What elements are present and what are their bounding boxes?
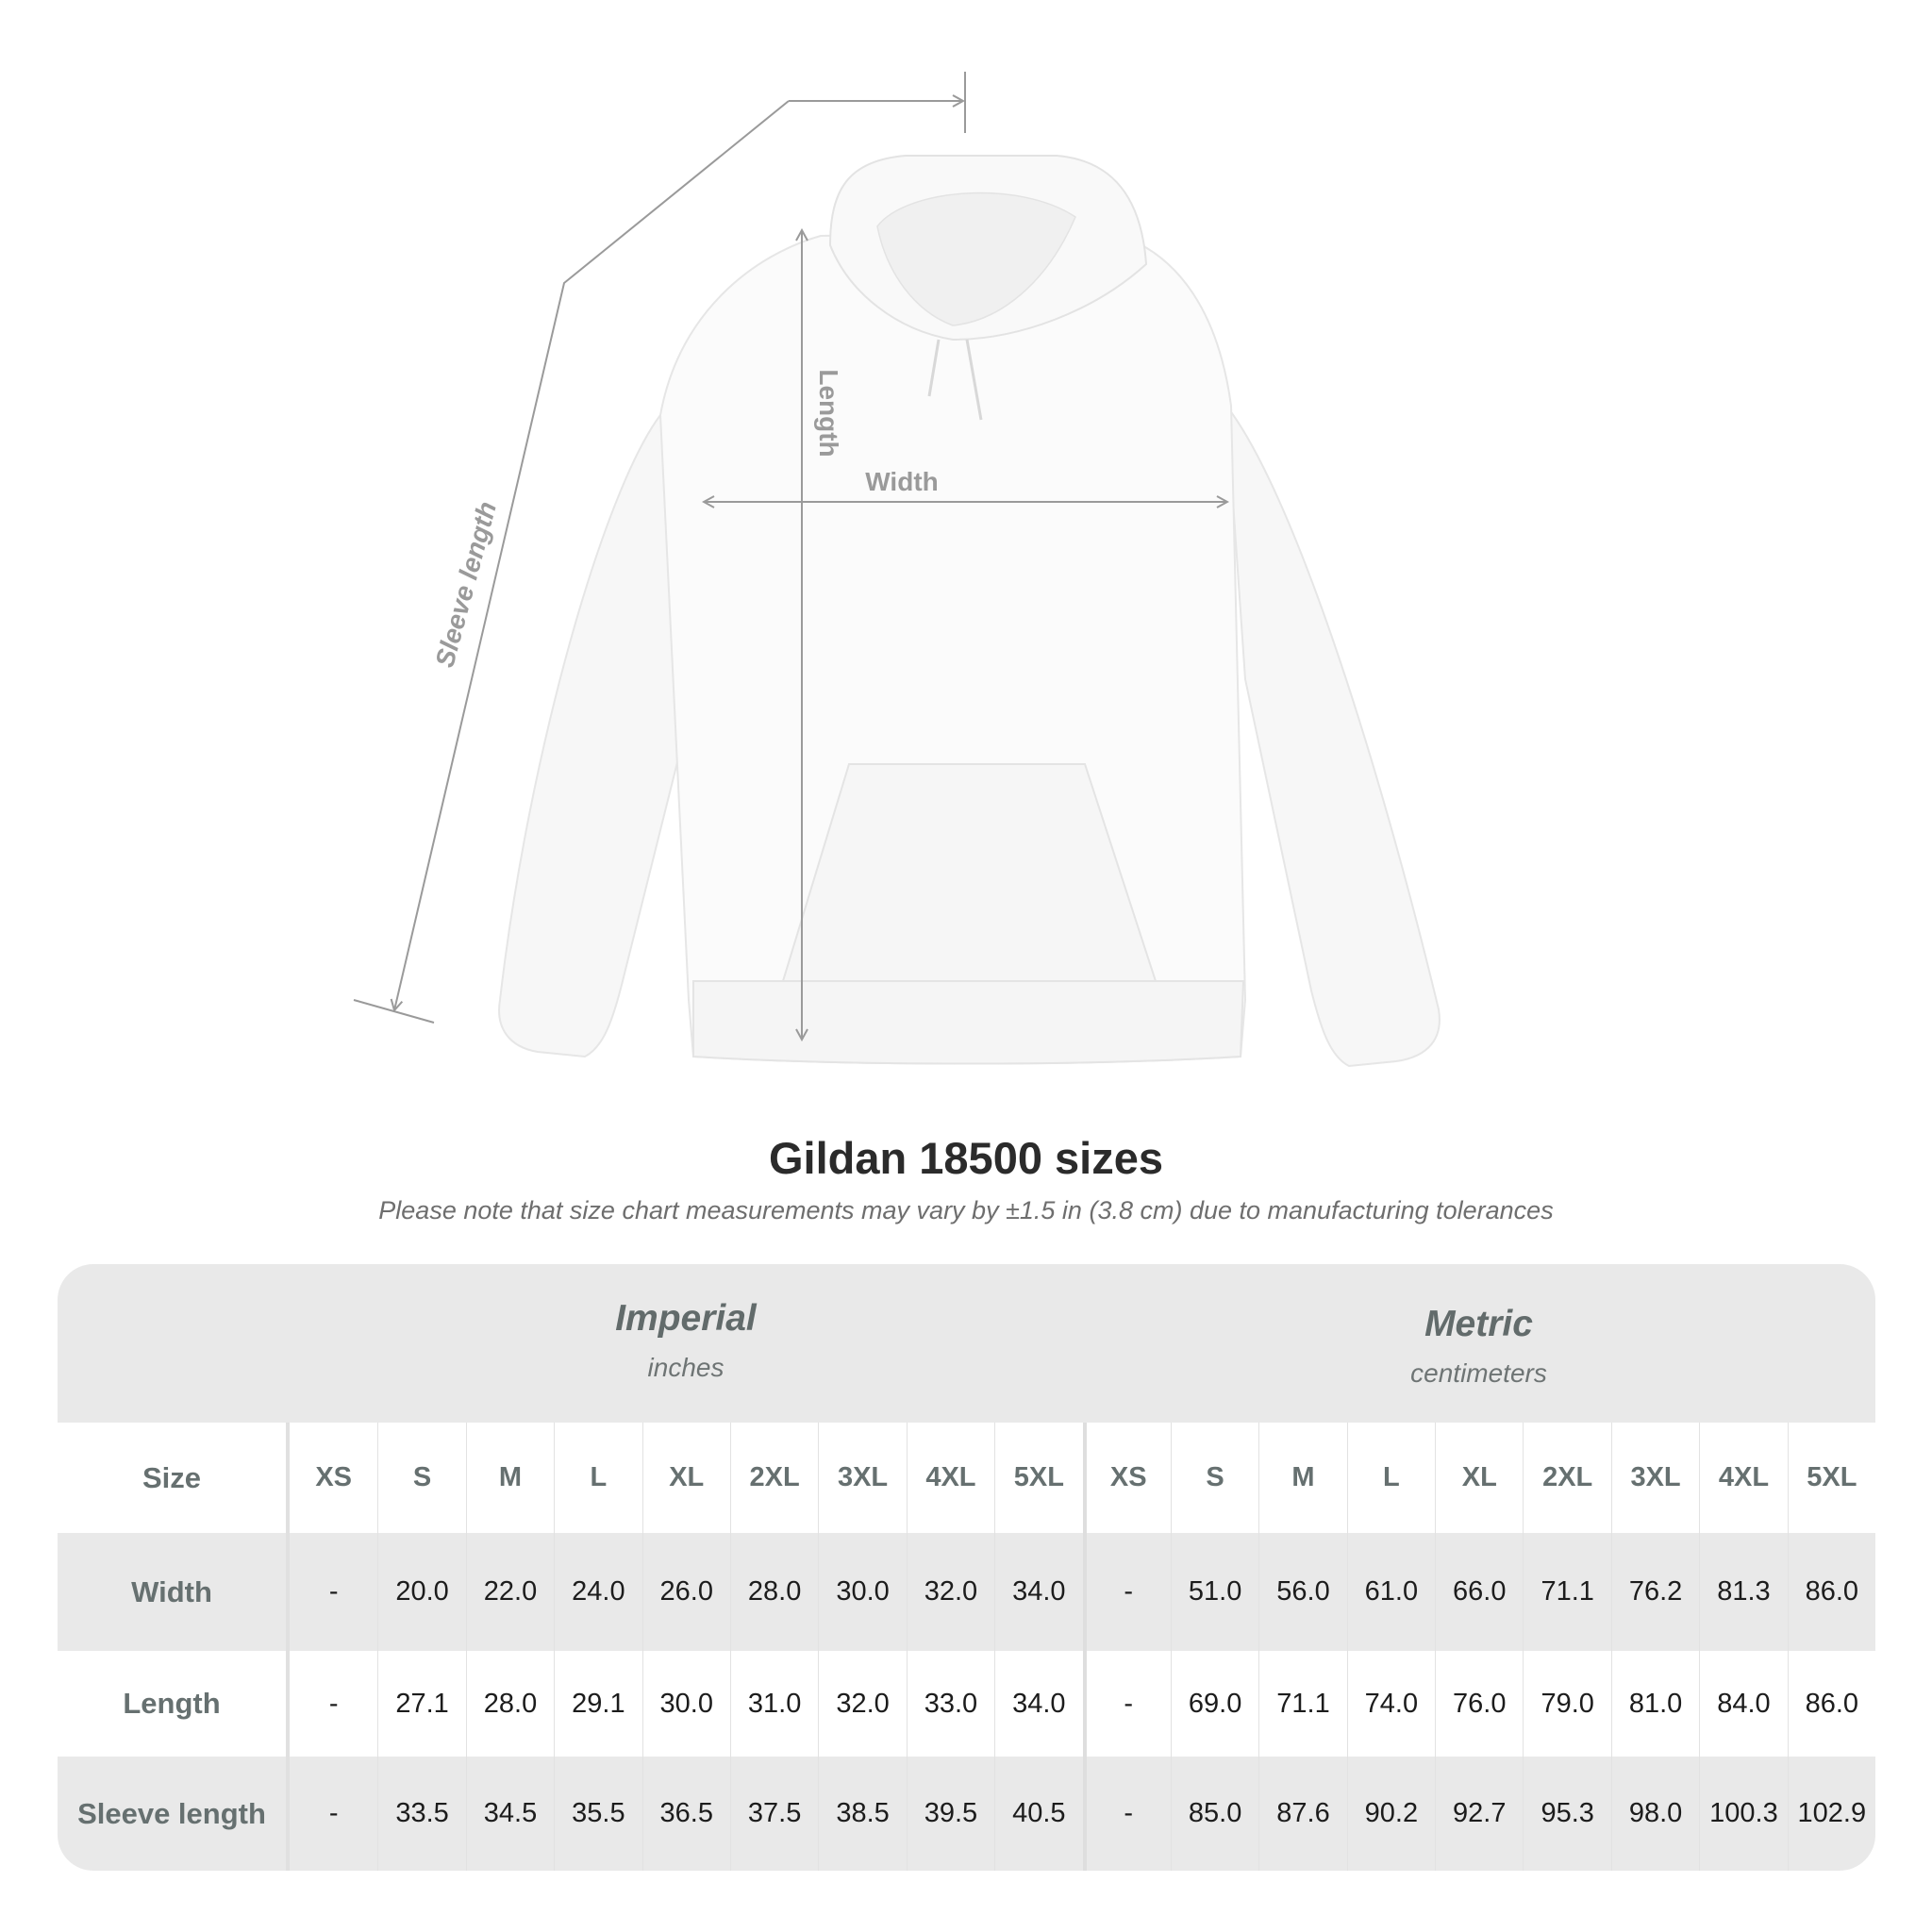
size-header-cell: 4XL bbox=[906, 1423, 994, 1533]
size-header-cell: M bbox=[1258, 1423, 1346, 1533]
table-cell: 102.9 bbox=[1787, 1757, 1875, 1871]
size-header-cell: 3XL bbox=[1610, 1423, 1699, 1533]
table-cell: 28.0 bbox=[729, 1533, 818, 1651]
table-cell: 27.1 bbox=[377, 1651, 465, 1757]
table-cell: 30.0 bbox=[818, 1533, 906, 1651]
size-header-cell: XS bbox=[315, 1462, 353, 1492]
sleeve-bottom-tick bbox=[353, 999, 435, 1024]
size-header-row: Size XS S M L XL 2XL 3XL 4XL 5XL XS S M L XL 2XL 3XL 4XL 5… bbox=[58, 1423, 1875, 1533]
table-cell: - bbox=[328, 1798, 339, 1828]
table-cell: 51.0 bbox=[1170, 1533, 1258, 1651]
table-cell: - bbox=[1082, 1651, 1171, 1757]
table-cell: 37.5 bbox=[729, 1757, 818, 1871]
table-cell: 28.0 bbox=[465, 1651, 554, 1757]
size-header-cell: M bbox=[465, 1423, 554, 1533]
size-header-cell: 5XL bbox=[1787, 1423, 1875, 1533]
row-label: Size bbox=[58, 1423, 290, 1533]
table-cell: 24.0 bbox=[554, 1533, 641, 1651]
table-cell: 39.5 bbox=[906, 1757, 994, 1871]
table-cell: 92.7 bbox=[1435, 1757, 1523, 1871]
hoodie-diagram: Sleeve length Length Width bbox=[353, 72, 1441, 1068]
table-cell: 32.0 bbox=[906, 1533, 994, 1651]
table-cell: 61.0 bbox=[1346, 1533, 1435, 1651]
size-header-cell: 4XL bbox=[1699, 1423, 1787, 1533]
table-cell: 36.5 bbox=[641, 1757, 730, 1871]
table-cell: 20.0 bbox=[377, 1533, 465, 1651]
table-cell: 56.0 bbox=[1258, 1533, 1346, 1651]
imperial-title: Imperial bbox=[615, 1298, 757, 1339]
table-cell: 84.0 bbox=[1699, 1651, 1787, 1757]
table-cell: 35.5 bbox=[554, 1757, 641, 1871]
table-cell: 87.6 bbox=[1258, 1757, 1346, 1871]
hoodie-image bbox=[498, 155, 1441, 1068]
size-header-cell: L bbox=[554, 1423, 641, 1533]
table-cell: - bbox=[328, 1688, 339, 1719]
length-label: Length bbox=[814, 369, 843, 457]
size-header-cell: XL bbox=[1435, 1423, 1523, 1533]
table-cell: 34.5 bbox=[465, 1757, 554, 1871]
sleeve-length-label: Sleeve length bbox=[429, 498, 502, 670]
size-header-cell: 5XL bbox=[994, 1423, 1082, 1533]
table-cell: 29.1 bbox=[554, 1651, 641, 1757]
size-header-cell: 3XL bbox=[818, 1423, 906, 1533]
tolerance-note: Please note that size chart measurements… bbox=[378, 1196, 1554, 1224]
row-label: Width bbox=[58, 1533, 290, 1651]
table-cell: 76.2 bbox=[1610, 1533, 1699, 1651]
table-cell: 33.5 bbox=[377, 1757, 465, 1871]
size-header-cell: 2XL bbox=[729, 1423, 818, 1533]
table-row: Length -27.1 28.0 29.1 30.0 31.0 32.0 33.0 34.0-… bbox=[58, 1651, 1875, 1757]
table-cell: 100.3 bbox=[1699, 1757, 1787, 1871]
size-header-cell: S bbox=[1170, 1423, 1258, 1533]
table-cell: 30.0 bbox=[641, 1651, 730, 1757]
measurement-lines bbox=[353, 72, 1227, 1040]
table-cell: 86.0 bbox=[1787, 1651, 1875, 1757]
table-cell: 69.0 bbox=[1170, 1651, 1258, 1757]
table-cell: 32.0 bbox=[818, 1651, 906, 1757]
table-cell: 31.0 bbox=[729, 1651, 818, 1757]
metric-header: Metric centimeters bbox=[1082, 1304, 1875, 1389]
imperial-header: Imperial inches bbox=[290, 1298, 1082, 1383]
metric-unit: centimeters bbox=[1410, 1358, 1547, 1388]
table-cell: 40.5 bbox=[994, 1757, 1082, 1871]
table-cell: 33.0 bbox=[906, 1651, 994, 1757]
table-cell: 71.1 bbox=[1523, 1533, 1610, 1651]
table-cell: 22.0 bbox=[465, 1533, 554, 1651]
row-label: Length bbox=[58, 1651, 290, 1757]
table-cell: 79.0 bbox=[1523, 1651, 1610, 1757]
table-cell: 66.0 bbox=[1435, 1533, 1523, 1651]
size-header-cell: L bbox=[1346, 1423, 1435, 1533]
row-label: Sleeve length bbox=[58, 1757, 290, 1871]
table-cell: 81.0 bbox=[1610, 1651, 1699, 1757]
table-cell: 98.0 bbox=[1610, 1757, 1699, 1871]
table-cell: 26.0 bbox=[641, 1533, 730, 1651]
imperial-unit: inches bbox=[647, 1353, 724, 1382]
size-header-cell: S bbox=[377, 1423, 465, 1533]
table-cell: - bbox=[1082, 1757, 1171, 1871]
table-cell: 76.0 bbox=[1435, 1651, 1523, 1757]
size-header-cell: XL bbox=[641, 1423, 730, 1533]
sleeve-length-line bbox=[394, 100, 790, 1010]
size-header-cell: 2XL bbox=[1523, 1423, 1610, 1533]
table-cell: 34.0 bbox=[994, 1533, 1082, 1651]
size-header-cell: XS bbox=[1082, 1423, 1171, 1533]
table-row: Width -20.0 22.0 24.0 26.0 28.0 30.0 32.0 34.0-5… bbox=[58, 1533, 1875, 1651]
table-cell: 85.0 bbox=[1170, 1757, 1258, 1871]
table-cell: - bbox=[328, 1576, 339, 1607]
table-row: Sleeve length - 33.5 34.5 35.5 36.5 37.5 38.5 39… bbox=[58, 1757, 1875, 1871]
table-cell: 90.2 bbox=[1346, 1757, 1435, 1871]
page-title: Gildan 18500 sizes bbox=[768, 1133, 1164, 1183]
size-chart-table: Imperial inches Metric centimeters Size X… bbox=[58, 1264, 1875, 1871]
width-label: Width bbox=[865, 467, 939, 496]
table-cell: 34.0 bbox=[994, 1651, 1082, 1757]
table-cell: 38.5 bbox=[818, 1757, 906, 1871]
table-cell: 71.1 bbox=[1258, 1651, 1346, 1757]
metric-title: Metric bbox=[1424, 1304, 1533, 1344]
unit-header-band bbox=[58, 1264, 1875, 1423]
table-cell: 81.3 bbox=[1699, 1533, 1787, 1651]
table-cell: 74.0 bbox=[1346, 1651, 1435, 1757]
table-cell: 86.0 bbox=[1787, 1533, 1875, 1651]
table-cell: - bbox=[1082, 1533, 1171, 1651]
table-cell: 95.3 bbox=[1523, 1757, 1610, 1871]
